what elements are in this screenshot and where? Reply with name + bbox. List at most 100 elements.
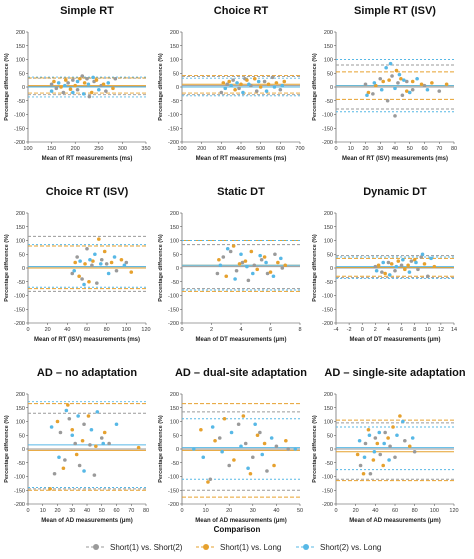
data-point <box>237 86 241 91</box>
data-point <box>239 252 243 257</box>
data-point <box>248 471 253 476</box>
data-point <box>377 430 382 435</box>
data-point <box>419 255 424 259</box>
y-tick-label: 0 <box>176 85 179 91</box>
y-axis-label: Percentage difference (%) <box>4 53 10 121</box>
data-point <box>393 268 397 273</box>
y-tick-label: -100 <box>168 294 179 300</box>
y-tick-label: 200 <box>170 30 179 36</box>
data-point <box>406 263 410 268</box>
y-axis-label: Percentage difference (%) <box>4 234 10 302</box>
data-point <box>388 61 393 66</box>
data-point <box>122 263 127 268</box>
data-point <box>366 427 371 432</box>
data-point <box>273 252 277 257</box>
data-point <box>89 90 94 95</box>
data-point <box>365 93 369 98</box>
data-point <box>225 82 230 87</box>
x-tick-label: 10 <box>40 508 46 514</box>
y-tick-label: -200 <box>322 140 333 146</box>
data-point <box>415 76 419 81</box>
data-point <box>253 422 257 427</box>
data-point <box>284 438 288 443</box>
data-point <box>80 438 85 443</box>
y-tick-label: 100 <box>170 420 179 426</box>
data-point <box>107 441 111 446</box>
data-point <box>254 89 259 93</box>
data-point <box>361 471 366 476</box>
data-point <box>444 82 449 87</box>
data-point <box>374 268 379 273</box>
data-point <box>271 274 276 279</box>
data-point <box>97 237 101 241</box>
x-tick-label: 2 <box>374 327 377 333</box>
y-tick-label: -50 <box>171 99 179 105</box>
data-point <box>264 89 269 93</box>
data-point <box>410 87 415 92</box>
y-axis-label: Percentage difference (%) <box>312 415 318 483</box>
data-point <box>246 466 250 471</box>
data-point <box>112 255 117 259</box>
y-tick-label: 150 <box>170 406 179 412</box>
x-axis-label: Mean of AD measurements (μm) <box>349 518 440 524</box>
x-tick-label: 200 <box>71 146 80 152</box>
data-point <box>380 270 384 274</box>
data-point <box>91 259 95 263</box>
data-point <box>410 79 415 84</box>
data-point <box>399 76 403 81</box>
data-point <box>63 83 67 88</box>
data-point <box>222 416 227 421</box>
x-tick-label: 250 <box>94 146 103 152</box>
x-axis-label: Mean of RT (ISV) measurements (ms) <box>342 156 448 162</box>
data-point <box>396 259 401 263</box>
data-point <box>93 252 97 257</box>
panel-title: AD – dual-site adaptation <box>175 367 307 379</box>
x-tick-label: 200 <box>197 146 206 152</box>
x-tick-label: 60 <box>392 508 398 514</box>
x-tick-label: 10 <box>425 327 431 333</box>
data-point <box>63 78 68 82</box>
x-tick-label: 100 <box>122 327 131 333</box>
y-tick-label: 50 <box>173 252 179 258</box>
data-point <box>61 90 66 95</box>
data-point <box>75 79 80 84</box>
data-point <box>437 89 442 93</box>
data-point <box>280 83 285 88</box>
y-tick-label: -200 <box>168 502 179 508</box>
y-tick-label: 200 <box>324 30 333 36</box>
legend-entry-1: Short(1) vs. Short(2) <box>86 543 183 552</box>
data-point <box>229 430 234 435</box>
panel-title: AD – no adaptation <box>37 367 138 379</box>
panel-4: Choice RT (ISV) -200 -150 -100 -50 0 50 100 150 2… <box>4 186 151 343</box>
y-tick-label: 0 <box>22 85 25 91</box>
data-point <box>199 427 203 432</box>
data-point <box>237 262 242 266</box>
data-point <box>399 263 404 268</box>
x-axis-label: Mean of RT measurements (ms) <box>42 156 133 162</box>
data-point <box>243 441 248 446</box>
x-tick-label: 80 <box>143 508 149 514</box>
data-point <box>217 436 222 440</box>
data-point <box>373 264 378 269</box>
data-point <box>233 277 237 281</box>
data-point <box>77 463 82 468</box>
data-point <box>224 274 229 279</box>
data-point <box>91 75 95 80</box>
legend-label-1: Short(1) vs. Short(2) <box>110 543 183 552</box>
data-point <box>85 76 89 81</box>
x-tick-label: 20 <box>362 146 368 152</box>
data-point <box>94 78 99 82</box>
panel-6: Dynamic DT-200-150-100-50050100150200-4-… <box>312 186 457 343</box>
y-tick-label: -100 <box>14 294 25 300</box>
x-axis-label: Mean of RT (ISV) measurements (ms) <box>34 337 140 343</box>
x-tick-label: 30 <box>69 508 75 514</box>
y-tick-label: -100 <box>322 113 333 119</box>
data-point <box>61 466 66 471</box>
legend-label-3: Short(2) vs. Long <box>320 543 381 552</box>
y-tick-label: 100 <box>170 58 179 64</box>
y-tick-label: 50 <box>327 433 333 439</box>
x-tick-label: 120 <box>141 327 150 333</box>
x-tick-label: 12 <box>438 327 444 333</box>
data-point <box>387 458 391 462</box>
